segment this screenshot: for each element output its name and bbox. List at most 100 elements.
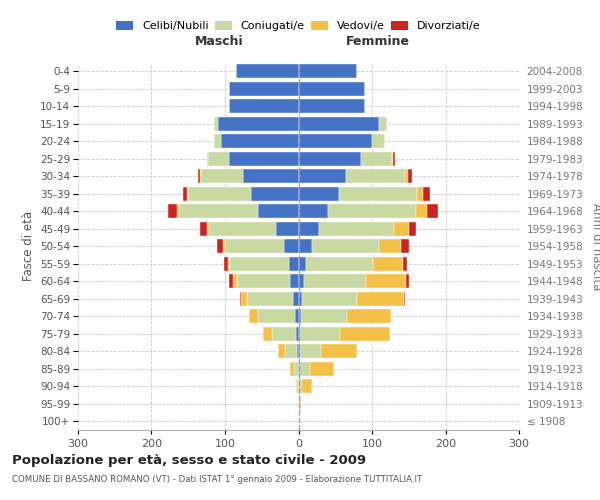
Legend: Celibi/Nubili, Coniugati/e, Vedovi/e, Divorziati/e: Celibi/Nubili, Coniugati/e, Vedovi/e, Di… xyxy=(112,16,485,36)
Bar xyxy=(299,170,346,183)
Bar xyxy=(296,380,297,393)
Bar xyxy=(218,117,299,130)
Bar xyxy=(299,134,372,148)
Text: Femmine: Femmine xyxy=(346,35,410,48)
Bar xyxy=(217,240,223,253)
Bar xyxy=(206,152,208,166)
Bar xyxy=(310,362,334,376)
Bar xyxy=(290,362,294,376)
Bar xyxy=(272,327,296,340)
Bar xyxy=(379,240,401,253)
Bar xyxy=(299,310,301,323)
Bar xyxy=(214,134,221,148)
Bar xyxy=(177,204,179,218)
Bar xyxy=(319,222,394,235)
Bar xyxy=(229,82,299,96)
Bar xyxy=(201,170,244,183)
Bar xyxy=(300,344,320,358)
Bar xyxy=(356,292,404,306)
Bar xyxy=(208,152,229,166)
Bar xyxy=(347,310,391,323)
Bar xyxy=(299,274,304,288)
Bar xyxy=(339,187,417,200)
Bar xyxy=(240,292,241,306)
Bar xyxy=(299,380,302,393)
Bar xyxy=(373,257,403,270)
Bar xyxy=(214,117,218,130)
Bar xyxy=(423,187,430,200)
Bar xyxy=(372,134,385,148)
Bar xyxy=(188,187,251,200)
Bar xyxy=(258,204,299,218)
Bar xyxy=(403,257,407,270)
Bar xyxy=(284,240,299,253)
Bar xyxy=(328,204,416,218)
Bar xyxy=(209,222,277,235)
Bar xyxy=(299,327,300,340)
Bar xyxy=(299,397,301,410)
Bar xyxy=(169,204,177,218)
Bar xyxy=(244,170,299,183)
Bar xyxy=(278,344,285,358)
Bar xyxy=(293,292,299,306)
Bar xyxy=(306,257,373,270)
Bar xyxy=(299,292,302,306)
Bar xyxy=(241,292,247,306)
Bar xyxy=(304,274,366,288)
Bar xyxy=(406,274,409,288)
Bar xyxy=(229,152,299,166)
Bar xyxy=(295,310,299,323)
Bar xyxy=(294,362,298,376)
Bar xyxy=(394,222,409,235)
Bar xyxy=(299,257,306,270)
Bar xyxy=(312,240,379,253)
Bar xyxy=(299,204,328,218)
Bar xyxy=(263,327,272,340)
Bar xyxy=(346,170,405,183)
Bar xyxy=(251,187,299,200)
Bar xyxy=(394,152,395,166)
Bar xyxy=(249,310,258,323)
Bar xyxy=(179,204,258,218)
Bar xyxy=(416,204,427,218)
Bar xyxy=(223,240,225,253)
Bar xyxy=(366,274,406,288)
Bar xyxy=(200,222,208,235)
Bar xyxy=(289,257,299,270)
Bar xyxy=(298,362,299,376)
Bar xyxy=(290,274,299,288)
Bar xyxy=(187,187,188,200)
Bar xyxy=(405,170,408,183)
Bar xyxy=(299,240,312,253)
Bar xyxy=(299,100,365,113)
Bar xyxy=(427,204,438,218)
Text: Popolazione per età, sesso e stato civile - 2009: Popolazione per età, sesso e stato civil… xyxy=(12,454,366,467)
Bar xyxy=(299,64,358,78)
Bar xyxy=(297,344,299,358)
Bar xyxy=(361,152,392,166)
Bar xyxy=(229,274,233,288)
Bar xyxy=(302,292,356,306)
Bar xyxy=(300,327,340,340)
Bar xyxy=(221,134,299,148)
Bar xyxy=(299,187,339,200)
Text: Maschi: Maschi xyxy=(195,35,244,48)
Bar xyxy=(299,344,300,358)
Bar xyxy=(230,257,289,270)
Bar xyxy=(379,117,387,130)
Bar xyxy=(200,170,201,183)
Bar xyxy=(198,170,200,183)
Bar xyxy=(277,222,299,235)
Bar xyxy=(258,310,295,323)
Bar xyxy=(299,222,319,235)
Bar xyxy=(285,344,297,358)
Bar xyxy=(228,257,230,270)
Bar xyxy=(236,64,299,78)
Bar xyxy=(301,310,347,323)
Bar xyxy=(299,82,365,96)
Bar xyxy=(237,274,290,288)
Bar xyxy=(297,380,299,393)
Bar xyxy=(401,240,409,253)
Bar xyxy=(408,170,412,183)
Bar xyxy=(409,222,416,235)
